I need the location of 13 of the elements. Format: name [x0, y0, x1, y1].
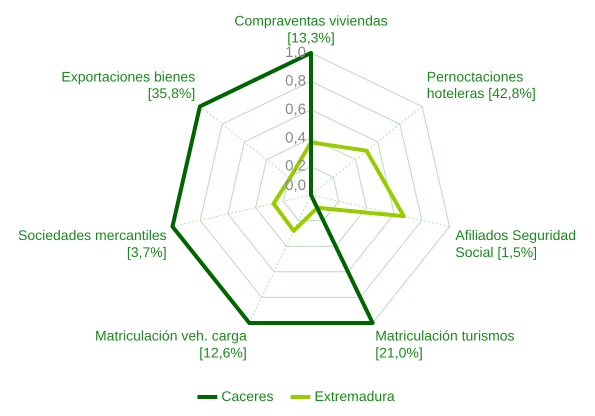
- spoke-label: Sociedades mercantiles [3,7%]: [18, 227, 167, 260]
- spoke-label: Matriculación turismos [21,0%]: [375, 328, 515, 360]
- spoke-label: Pernoctaciones hoteleras [42,8%]: [426, 68, 536, 102]
- spoke-label: Compraventas viviendas [13,3%]: [234, 12, 388, 46]
- y-tick-label: 1,0: [285, 44, 306, 62]
- legend-label: Extremadura: [314, 388, 395, 404]
- y-tick-label: 0,8: [285, 72, 306, 90]
- spoke-label: Matriculación veh. carga [12,6%]: [95, 328, 247, 360]
- legend-label: Caceres: [221, 388, 274, 404]
- spoke-label: Afiliados Seguridad Social [1,5%]: [455, 227, 576, 260]
- y-tick-label: 0,4: [285, 129, 306, 146]
- spoke-label: Exportaciones bienes [35,8%]: [61, 68, 196, 102]
- y-tick-label: 0,6: [285, 100, 306, 118]
